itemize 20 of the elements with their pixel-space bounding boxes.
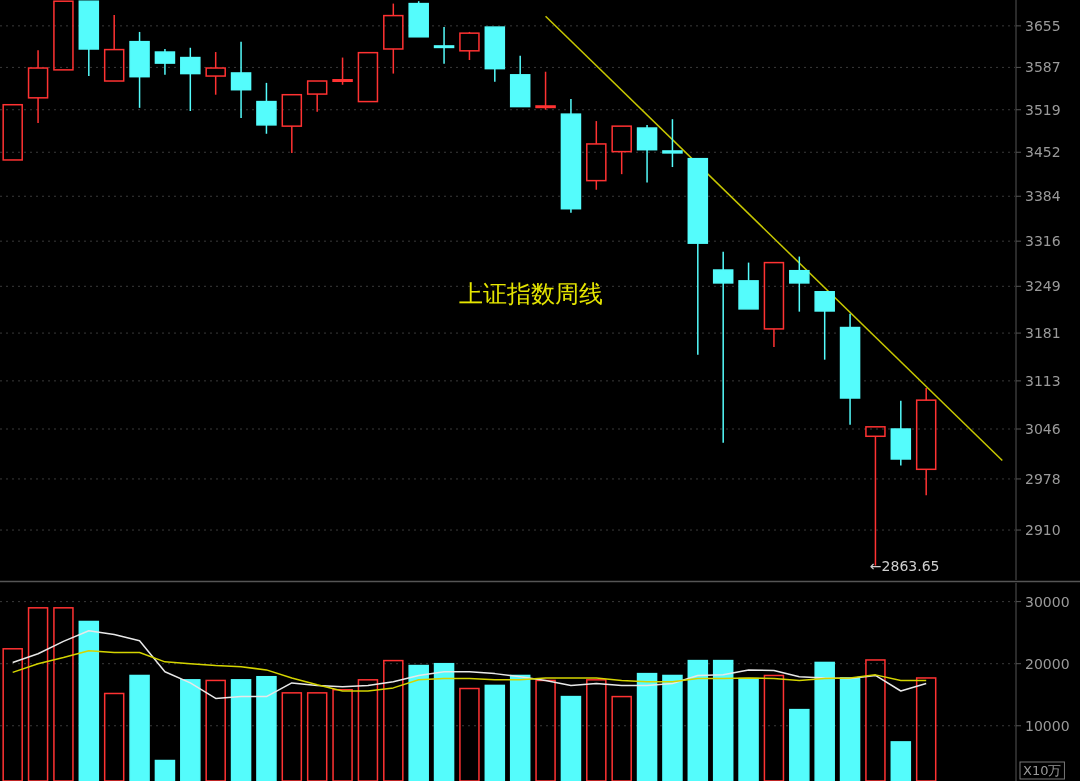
- line-series: [11, 630, 927, 700]
- y-tick-label: 3452: [1025, 144, 1061, 161]
- y-axis-title: X10万: [1023, 763, 1062, 778]
- y-tick-label: 30000: [1025, 593, 1070, 610]
- y-tick-label: 3181: [1025, 325, 1061, 342]
- y-tick-label: 3113: [1025, 372, 1061, 389]
- y-tick-label: 3384: [1025, 188, 1061, 205]
- y-tick-label: 2910: [1025, 522, 1061, 539]
- y-tick-label: 3046: [1025, 421, 1061, 438]
- y-tick-label: 10000: [1025, 717, 1070, 734]
- annotation: ←2863.65: [869, 558, 940, 575]
- y-tick-label: 3519: [1025, 101, 1061, 118]
- annotation: 上证指数周线: [458, 279, 603, 308]
- y-tick-label: 2978: [1025, 470, 1061, 487]
- y-tick-label: 3249: [1025, 278, 1061, 295]
- y-tick-label: 3316: [1025, 233, 1061, 250]
- line-series: [11, 649, 927, 692]
- y-tick-label: 3587: [1025, 59, 1061, 76]
- y-tick-label: 20000: [1025, 655, 1070, 672]
- y-tick-label: 3655: [1025, 17, 1061, 34]
